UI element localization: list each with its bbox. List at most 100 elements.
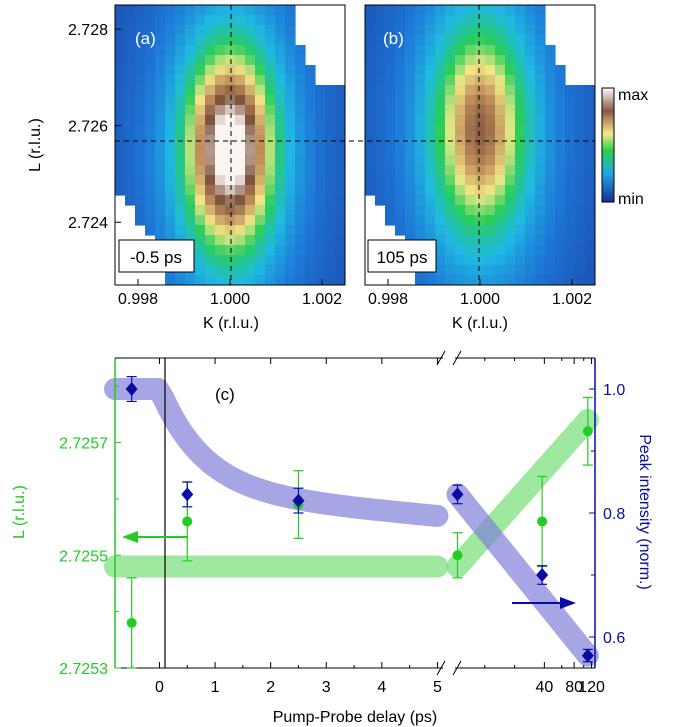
heatmap-cell [275, 75, 286, 86]
heatmap-cell [535, 5, 546, 16]
heatmap-cell [305, 135, 316, 146]
heatmap-cell [525, 135, 536, 146]
heatmap-cell [185, 135, 196, 146]
data-point-intensity [125, 382, 138, 396]
heatmap-cell [525, 115, 536, 126]
heatmap-cell [415, 15, 426, 26]
heatmap-cell [325, 185, 336, 196]
heatmap-cell [515, 265, 526, 276]
heatmap-cell [445, 115, 456, 126]
heatmap-cell [265, 175, 276, 186]
heatmap-cell [495, 25, 506, 36]
heatmap-cell [135, 115, 146, 126]
heatmap-cell [275, 155, 286, 166]
heatmap-cell [205, 5, 216, 16]
heatmap-cell [155, 5, 166, 16]
heatmap-cell [405, 175, 416, 186]
heatmap-cell [535, 205, 546, 216]
heatmap-cell [385, 95, 396, 106]
heatmap-cell [545, 255, 556, 266]
heatmap-cell [255, 55, 266, 66]
heatmap-cell [365, 65, 376, 76]
heatmap-cell [195, 55, 206, 66]
heatmap-cell [535, 225, 546, 236]
heatmap-cell [265, 35, 276, 46]
heatmap-cell [285, 95, 296, 106]
heatmap-cell [215, 165, 226, 176]
heatmap-cell [195, 145, 206, 156]
heatmap-cell [145, 185, 156, 196]
heatmap-cell [215, 275, 226, 285]
x-tick-label: 0.998 [368, 291, 408, 308]
heatmap-cell [465, 75, 476, 86]
x-tick-label: 0.998 [118, 291, 158, 308]
heatmap-cell [145, 145, 156, 156]
heatmap-cell [225, 35, 236, 46]
heatmap-cell [315, 225, 326, 236]
heatmap-cell [425, 115, 436, 126]
heatmap-cell [315, 235, 326, 246]
heatmap-cell [145, 75, 156, 86]
heatmap-cell [515, 75, 526, 86]
heatmap-cell [415, 115, 426, 126]
heatmap-cell [545, 155, 556, 166]
heatmap-cell [325, 95, 336, 106]
heatmap-cell [555, 145, 566, 156]
heatmap-cell [435, 255, 446, 266]
heatmap-cell [135, 165, 146, 176]
heatmap-cell [255, 85, 266, 96]
heatmap-cell [535, 65, 546, 76]
heatmap-cell [135, 85, 146, 96]
heatmap-cell [535, 185, 546, 196]
heatmap-cell [245, 265, 256, 276]
heatmap-cell [565, 265, 576, 276]
heatmap-cell [325, 275, 336, 285]
heatmap-b-cells [365, 5, 595, 285]
heatmap-cell [545, 175, 556, 186]
heatmap-cell [175, 125, 186, 136]
heatmap-cell [365, 35, 376, 46]
heatmap-cell [585, 105, 595, 116]
heatmap-cell [515, 55, 526, 66]
heatmap-cell [565, 135, 576, 146]
heatmap-cell [335, 105, 345, 116]
heatmap-cell [515, 15, 526, 26]
heatmap-cell [255, 5, 266, 16]
heatmap-cell [145, 15, 156, 26]
heatmap-cell [305, 235, 316, 246]
heatmap-cell [285, 15, 296, 26]
heatmap-cell [235, 75, 246, 86]
heatmap-cell [575, 225, 586, 236]
heatmap-cell [285, 155, 296, 166]
heatmap-cell [445, 215, 456, 226]
heatmap-cell [315, 275, 326, 285]
heatmap-cell [325, 165, 336, 176]
heatmap-cell [435, 235, 446, 246]
heatmap-cell [305, 275, 316, 285]
heatmap-cell [485, 165, 496, 176]
heatmap-cell [515, 225, 526, 236]
heatmap-cell [405, 145, 416, 156]
heatmap-cell [205, 105, 216, 116]
heatmap-cell [295, 75, 306, 86]
heatmap-cell [585, 255, 595, 266]
heatmap-cell [285, 145, 296, 156]
heatmap-cell [425, 165, 436, 176]
heatmap-cell [115, 135, 126, 146]
heatmap-cell [485, 55, 496, 66]
heatmap-cell [265, 85, 276, 96]
heatmap-cell [295, 275, 306, 285]
heatmap-cell [465, 65, 476, 76]
heatmap-cell [115, 145, 126, 156]
heatmap-cell [175, 75, 186, 86]
heatmap-cell [325, 265, 336, 276]
heatmap-cell [455, 55, 466, 66]
heatmap-cell [575, 255, 586, 266]
heatmap-cell [165, 55, 176, 66]
heatmap-cell [225, 45, 236, 56]
heatmap-cell [565, 225, 576, 236]
heatmap-cell [275, 25, 286, 36]
heatmap-cell [215, 255, 226, 266]
heatmap-cell [255, 15, 266, 26]
